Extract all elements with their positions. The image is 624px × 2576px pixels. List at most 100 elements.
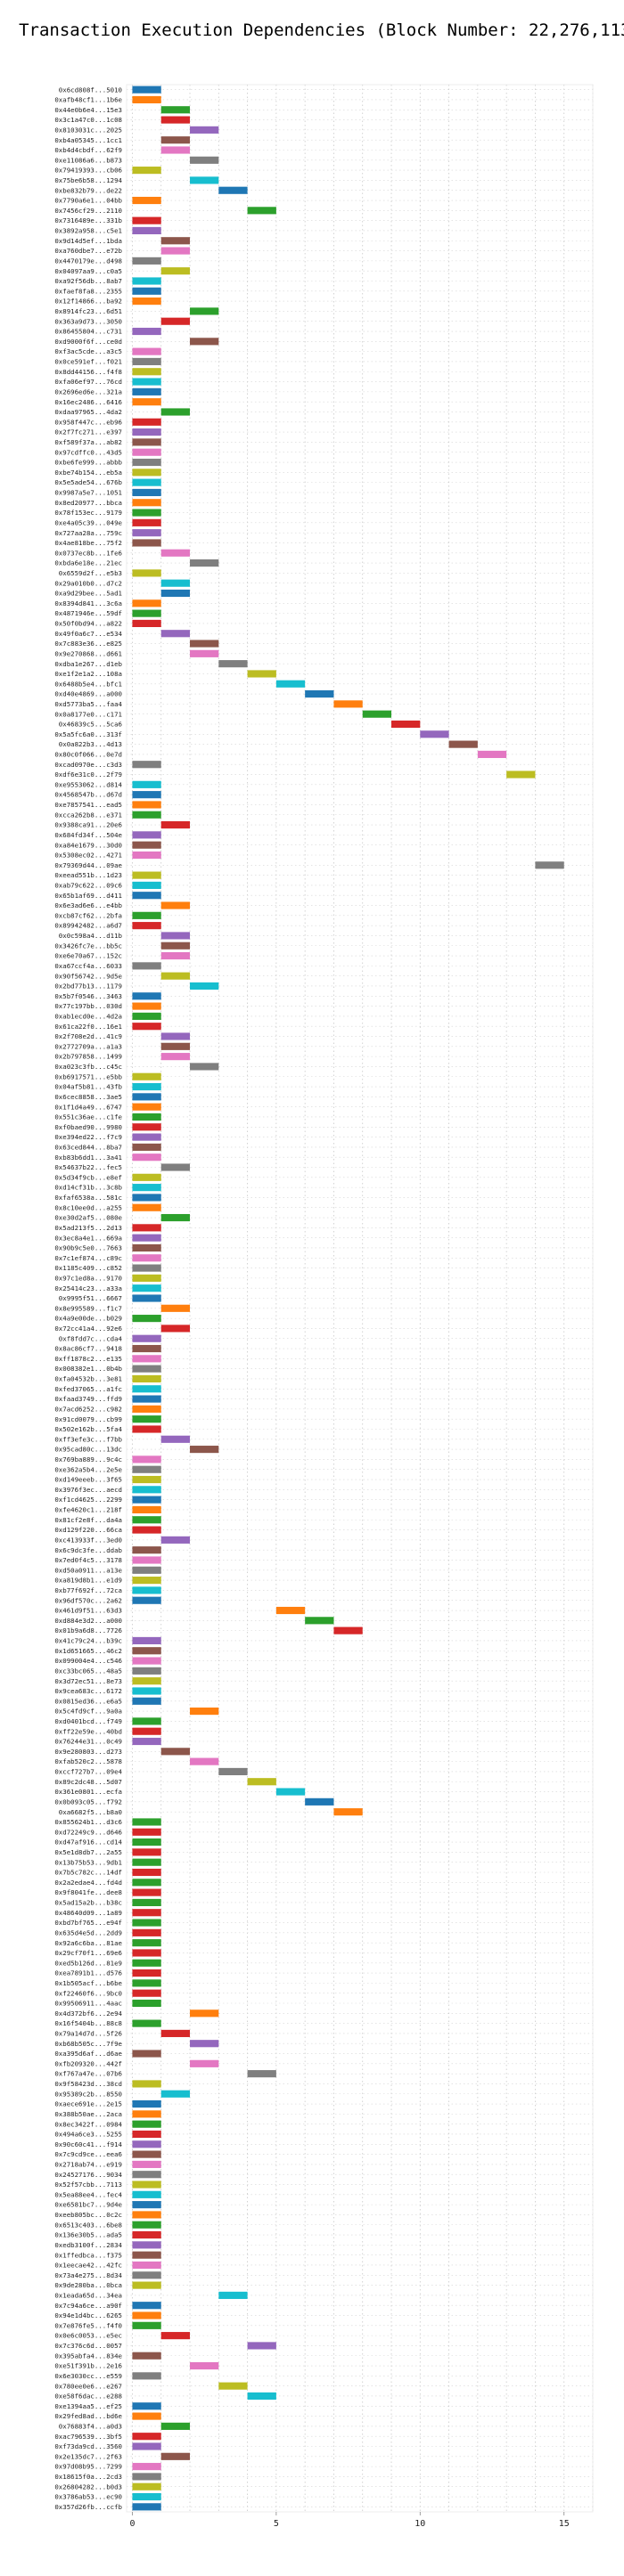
y-tick-label: 0xccf727b7...09e4 bbox=[54, 1768, 122, 1776]
y-tick-label: 0x1ffedbca...f375 bbox=[54, 2251, 122, 2259]
y-tick-label: 0x9987a5e7...1051 bbox=[54, 489, 122, 497]
transaction-bar bbox=[132, 1919, 161, 1927]
transaction-bar bbox=[132, 1274, 161, 1282]
transaction-bar bbox=[132, 1153, 161, 1162]
x-axis: 0 5 10 15 bbox=[129, 2512, 570, 2529]
y-tick-label: 0x7c94a6ce...a90f bbox=[54, 2302, 122, 2310]
transaction-bar bbox=[160, 589, 191, 598]
transaction-bar bbox=[160, 146, 191, 154]
transaction-bar bbox=[132, 216, 161, 224]
y-tick-label: 0x0737ec8b...1fe6 bbox=[54, 549, 122, 557]
y-tick-label: 0x6513c403...6be8 bbox=[54, 2221, 122, 2229]
transaction-bar bbox=[132, 2281, 161, 2289]
y-tick-label: 0x90b9c5e0...7663 bbox=[54, 1244, 122, 1252]
y-tick-label: 0xb68b505c...7f9e bbox=[54, 2040, 122, 2048]
transaction-bar bbox=[132, 1072, 161, 1080]
y-tick-label: 0x50f0bd94...a822 bbox=[54, 620, 122, 628]
transaction-bar bbox=[132, 287, 161, 295]
y-tick-label: 0xac796539...3bf5 bbox=[54, 2433, 122, 2441]
transaction-bar bbox=[132, 851, 161, 860]
transaction-bar bbox=[132, 1999, 161, 2008]
transaction-bar bbox=[218, 2291, 248, 2299]
transaction-bar bbox=[132, 1546, 161, 1554]
transaction-bar bbox=[132, 1667, 161, 1675]
transaction-bar bbox=[132, 1294, 161, 1302]
y-tick-label: 0x91cd0079...cb99 bbox=[54, 1415, 122, 1423]
y-tick-label: 0xe11086a6...b873 bbox=[54, 156, 122, 164]
y-tick-label: 0x7e876fe5...f4f0 bbox=[54, 2321, 122, 2329]
transaction-bar bbox=[132, 841, 161, 849]
transaction-bar bbox=[190, 176, 219, 184]
transaction-bar bbox=[218, 1767, 248, 1776]
y-tick-label: 0xd47af916...cd14 bbox=[54, 1838, 122, 1846]
transaction-bar bbox=[132, 1505, 161, 1514]
transaction-bar bbox=[160, 2090, 191, 2098]
transaction-bar bbox=[132, 1133, 161, 1141]
transaction-bar bbox=[132, 2442, 161, 2450]
transaction-bar bbox=[132, 911, 161, 919]
transaction-bar bbox=[190, 559, 219, 567]
chart-title: Transaction Execution Dependencies (Bloc… bbox=[19, 20, 624, 40]
transaction-bar bbox=[132, 2251, 161, 2259]
y-tick-label: 0x4d372bf6...2e94 bbox=[54, 2009, 122, 2018]
transaction-bar bbox=[132, 2190, 161, 2198]
transaction-bar bbox=[132, 1184, 161, 1192]
transaction-bar bbox=[160, 1304, 191, 1312]
transaction-bar bbox=[132, 1455, 161, 1463]
transaction-bar bbox=[132, 1909, 161, 1917]
transaction-bar bbox=[132, 418, 161, 426]
y-tick-label: 0x8ec3422f...0984 bbox=[54, 2120, 122, 2128]
transaction-bar bbox=[132, 2019, 161, 2027]
transaction-bar bbox=[132, 780, 161, 788]
y-tick-label: 0x86455804...c731 bbox=[54, 328, 122, 336]
transaction-bar bbox=[448, 740, 478, 748]
transaction-bar bbox=[362, 710, 392, 718]
transaction-bar bbox=[132, 1243, 161, 1252]
y-tick-label: 0xfb209320...442f bbox=[54, 2059, 122, 2067]
y-tick-label: 0xa67ccf4a...6033 bbox=[54, 962, 122, 970]
y-tick-label: 0xe4a05c39...049e bbox=[54, 518, 122, 526]
transaction-bar bbox=[132, 2099, 161, 2108]
y-tick-label: 0xbd7bf765...e94f bbox=[54, 1919, 122, 1927]
transaction-bar bbox=[132, 2110, 161, 2118]
transaction-bar bbox=[132, 357, 161, 366]
y-tick-label: 0x44e0b6e4...15e3 bbox=[54, 106, 122, 114]
y-tick-label: 0x49f0a6c7...e534 bbox=[54, 630, 122, 638]
transaction-bar bbox=[190, 1708, 219, 1716]
y-tick-label: 0x5ea88ee4...fec4 bbox=[54, 2190, 122, 2198]
y-tick-label: 0x3426fc7e...bb5c bbox=[54, 942, 122, 950]
transaction-bar bbox=[132, 438, 161, 446]
transaction-bar bbox=[132, 1858, 161, 1866]
transaction-bar bbox=[132, 1224, 161, 1232]
transaction-bar bbox=[160, 579, 191, 587]
transaction-bar bbox=[477, 750, 507, 758]
y-tick-label: 0xa395d6af...d6ae bbox=[54, 2050, 122, 2058]
transaction-bar bbox=[132, 1657, 161, 1665]
y-tick-label: 0x9e280803...d273 bbox=[54, 1748, 122, 1756]
y-tick-label: 0xf0baed90...9980 bbox=[54, 1123, 122, 1131]
transaction-bar bbox=[132, 327, 161, 336]
transaction-bar bbox=[247, 2342, 276, 2350]
transaction-bar bbox=[132, 1737, 161, 1746]
y-tick-label: 0x361e0801...ecfa bbox=[54, 1788, 122, 1796]
transaction-bar bbox=[160, 932, 191, 940]
y-tick-label: 0x1f1d4a49...6747 bbox=[54, 1103, 122, 1111]
y-tick-label: 0x26804282...b0d3 bbox=[54, 2482, 122, 2490]
y-tick-label: 0xe1394aa5...ef25 bbox=[54, 2402, 122, 2410]
transaction-bar bbox=[132, 298, 161, 306]
transaction-bar bbox=[132, 529, 161, 537]
transaction-bar bbox=[132, 1385, 161, 1393]
transaction-bar bbox=[132, 2503, 161, 2511]
transaction-bar bbox=[132, 791, 161, 799]
transaction-bar bbox=[160, 116, 191, 124]
y-tick-label: 0x7b5c782c...14df bbox=[54, 1869, 122, 1877]
transaction-bar bbox=[132, 2150, 161, 2158]
transaction-bar bbox=[160, 1042, 191, 1050]
transaction-bar bbox=[190, 307, 219, 315]
y-tick-label: 0xc33bc065...48a5 bbox=[54, 1667, 122, 1675]
y-tick-label: 0xdf6e31c0...2f79 bbox=[54, 770, 122, 779]
transaction-bar bbox=[132, 1395, 161, 1403]
x-tick-label: 15 bbox=[559, 2519, 570, 2529]
y-tick-label: 0xfaad3749...ffd9 bbox=[54, 1395, 122, 1403]
